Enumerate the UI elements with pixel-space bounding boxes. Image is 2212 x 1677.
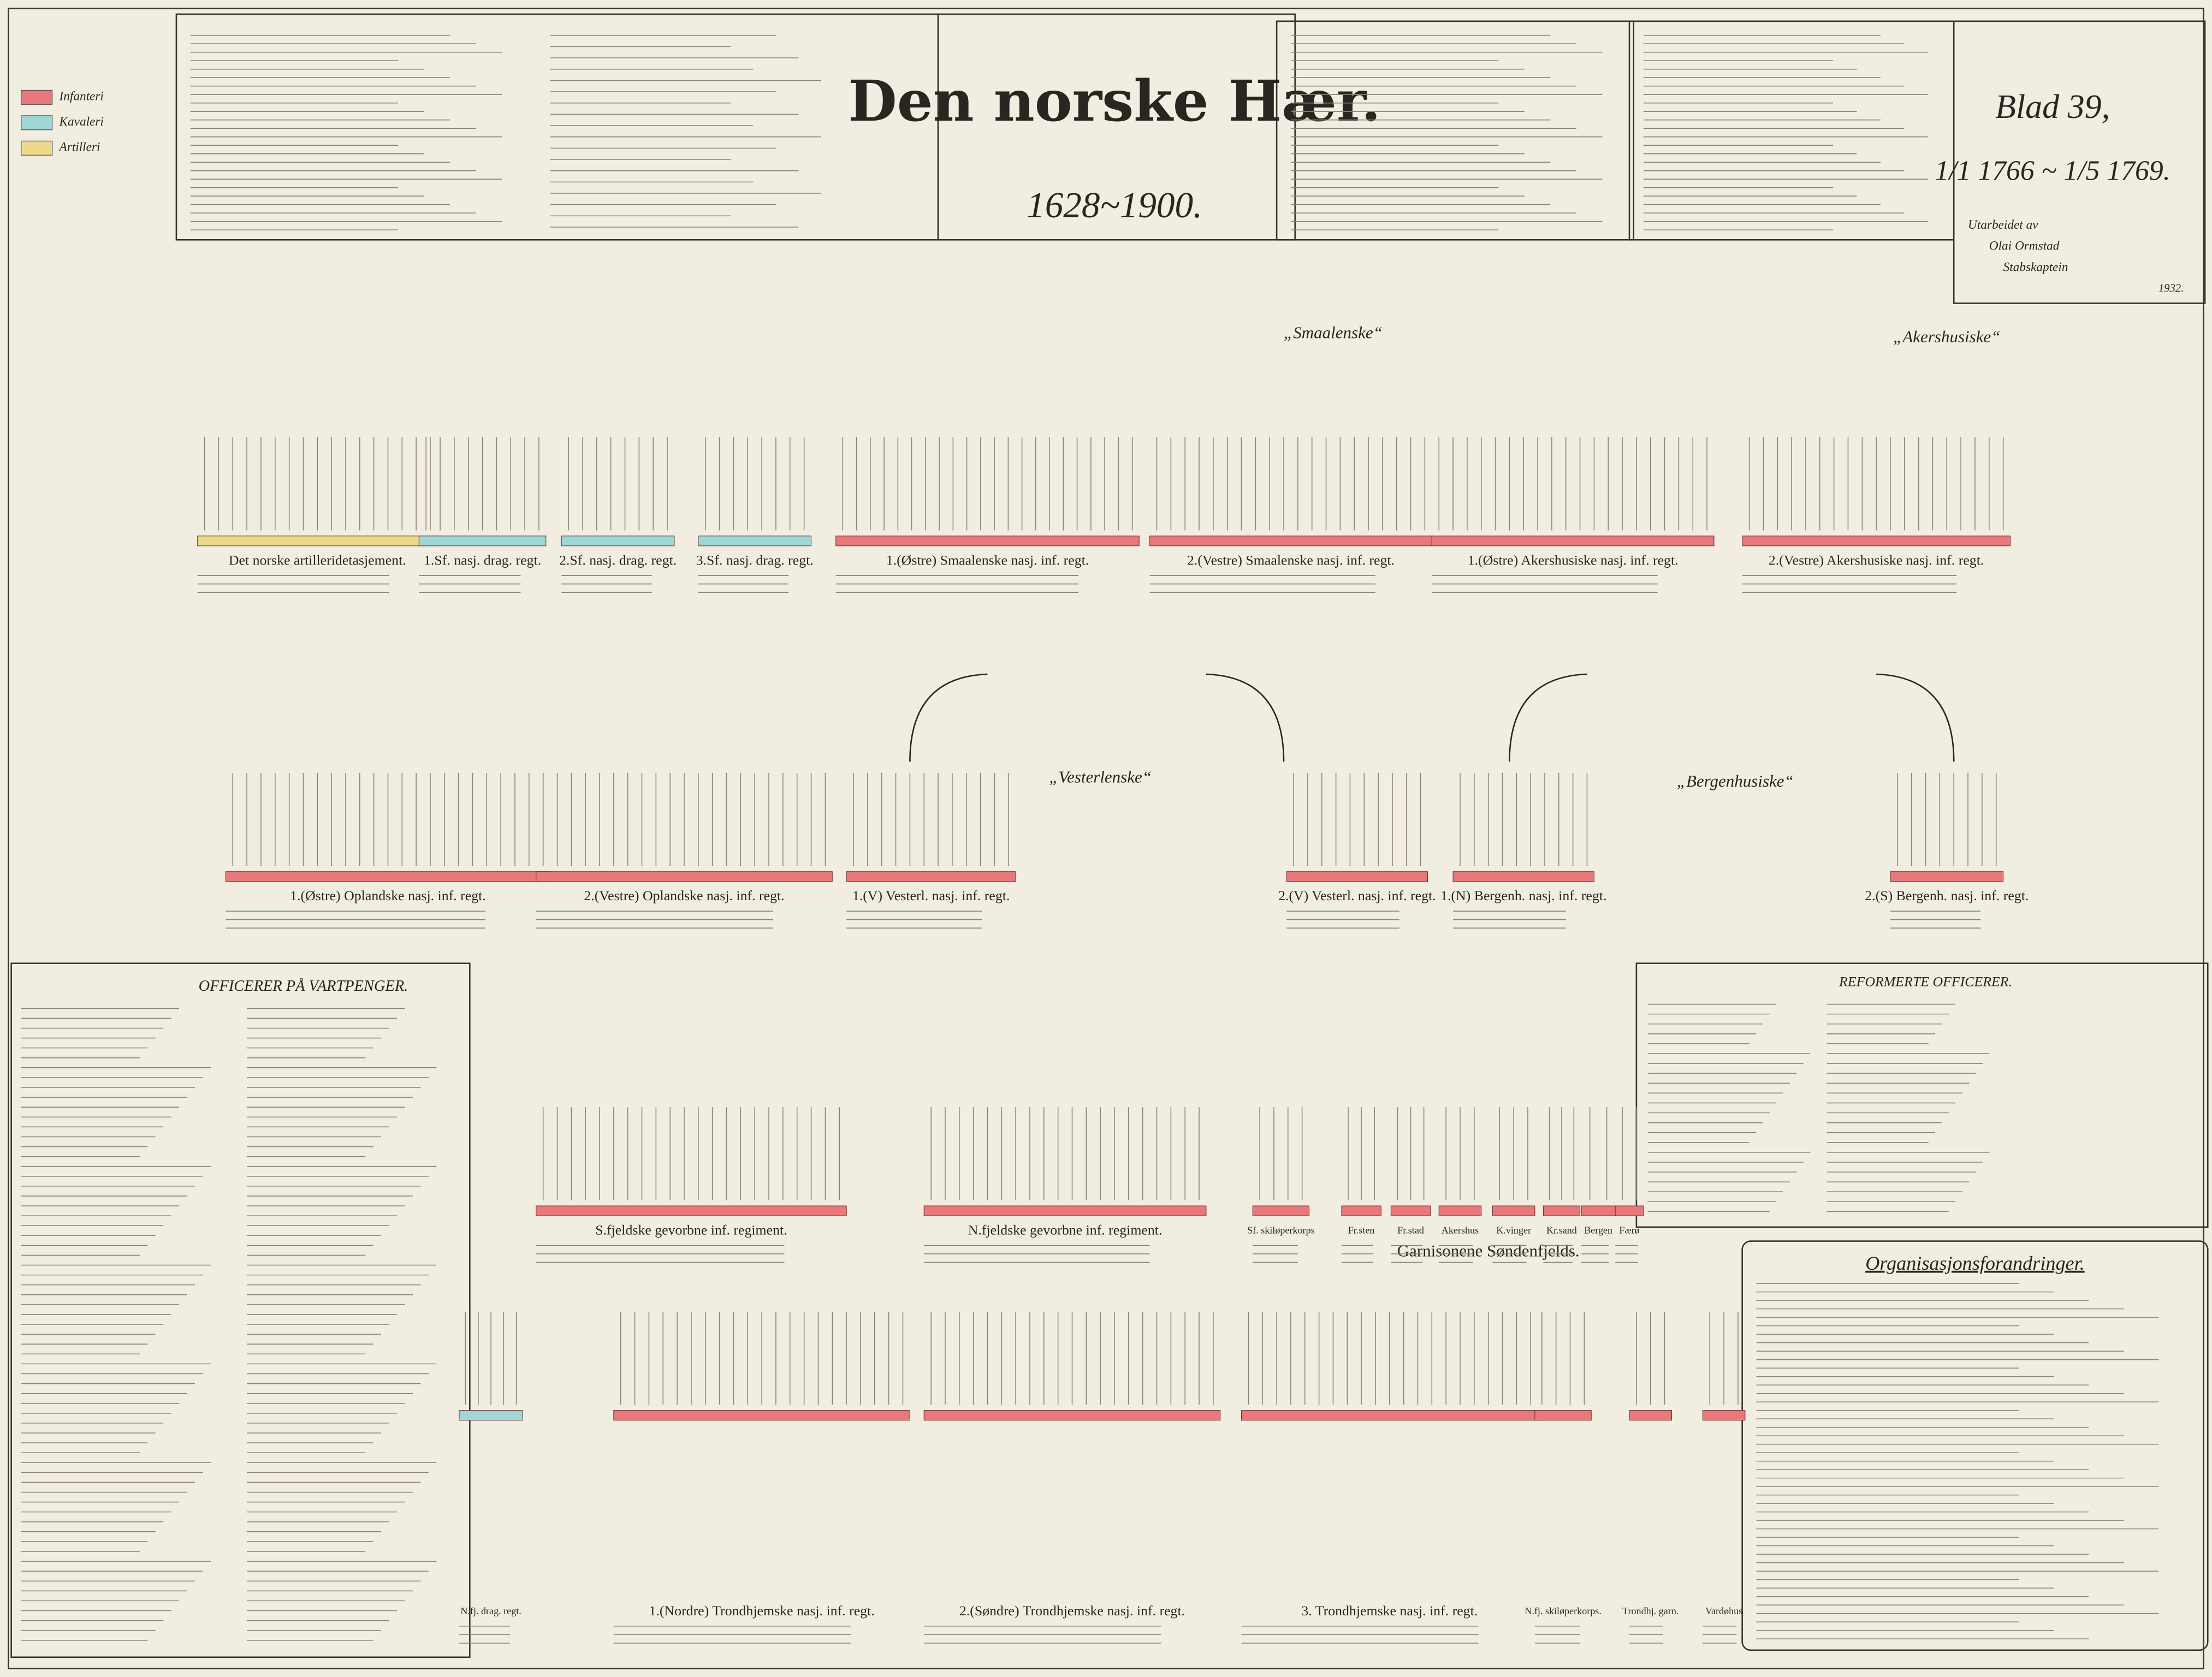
header-box <box>1628 20 1955 241</box>
unit-label: Sf. skiløperkorps <box>1247 1225 1315 1236</box>
unit-label: 2.(Søndre) Trondhjemske nasj. inf. regt. <box>959 1603 1185 1619</box>
unit-label: Kr.sand <box>1546 1225 1577 1236</box>
company-bar <box>1431 536 1715 546</box>
company-bar <box>1452 871 1594 882</box>
legend-label: Artilleri <box>58 140 100 154</box>
regiment-name: „Bergenhusiske“ <box>1677 771 1794 790</box>
company-bar <box>1241 1410 1538 1421</box>
unit-label: 3.Sf. nasj. drag. regt. <box>696 552 814 568</box>
unit-label: 2.(S) Bergenh. nasj. inf. regt. <box>1865 888 2029 903</box>
unit-label: Fr.stad <box>1397 1225 1424 1236</box>
company-bar <box>1252 1205 1310 1216</box>
company-bar <box>418 536 547 546</box>
legend-label: Infanteri <box>59 90 104 104</box>
garrisons-title: Garnisonene Søndenfjelds. <box>1397 1241 1580 1260</box>
company-bar <box>923 1205 1207 1216</box>
reformerte-box <box>1635 962 2209 1228</box>
author-line: 1932. <box>2158 282 2184 294</box>
years: 1628~1900. <box>1027 185 1202 225</box>
company-bar <box>1702 1410 1746 1421</box>
unit-label: 1.(Østre) Oplandske nasj. inf. regt. <box>290 888 486 903</box>
company-bar <box>536 871 833 882</box>
company-bar <box>536 1205 847 1216</box>
company-bar <box>197 536 438 546</box>
header-box <box>175 13 939 241</box>
unit-label: N.fjeldske gevorbne inf. regiment. <box>968 1222 1163 1238</box>
company-bar <box>561 536 675 546</box>
unit-label: Vardøhus <box>1705 1605 1742 1616</box>
company-bar <box>1742 536 2011 546</box>
company-bar <box>1149 536 1432 546</box>
legend-swatch <box>21 140 53 156</box>
unit-label: Trondhj. garn. <box>1622 1605 1679 1616</box>
organisasjon-box <box>1741 1240 2209 1651</box>
panel-title: REFORMERTE OFFICERER. <box>1839 974 2012 990</box>
header-box <box>1276 20 1635 241</box>
sheet-number: Blad 39, <box>1995 88 2110 126</box>
company-bar <box>459 1410 523 1421</box>
company-bar <box>698 536 812 546</box>
company-bar <box>1341 1205 1381 1216</box>
unit-label: 1.Sf. nasj. drag. regt. <box>424 552 541 568</box>
legend-label: Kavaleri <box>59 115 104 129</box>
company-bar <box>1543 1205 1581 1216</box>
company-bar <box>835 536 1140 546</box>
company-bar <box>1286 871 1428 882</box>
unit-label: K.vinger <box>1496 1225 1531 1236</box>
unit-label: 2.(Vestre) Smaalenske nasj. inf. regt. <box>1187 552 1395 568</box>
unit-label: 1.(Østre) Akershusiske nasj. inf. regt. <box>1468 552 1679 568</box>
unit-label: N.fj. drag. regt. <box>460 1605 521 1616</box>
company-bar <box>1390 1205 1431 1216</box>
vartpenger-box <box>10 962 471 1658</box>
unit-label: 2.(Vestre) Akershusiske nasj. inf. regt. <box>1769 552 1984 568</box>
regiment-name: „Vesterlenske“ <box>1049 767 1152 786</box>
unit-label: 2.(Vestre) Oplandske nasj. inf. regt. <box>584 888 784 903</box>
panel-title: OFFICERER PÅ VARTPENGER. <box>199 978 408 995</box>
company-bar <box>1492 1205 1535 1216</box>
unit-label: N.fj. skiløperkorps. <box>1525 1605 1602 1616</box>
company-bar <box>613 1410 910 1421</box>
unit-label: Fr.sten <box>1348 1225 1375 1236</box>
author-line: Utarbeidet av <box>1968 218 2038 232</box>
unit-label: 2.(V) Vesterl. nasj. inf. regt. <box>1278 888 1436 903</box>
title-box <box>937 13 1296 241</box>
period: 1/1 1766 ~ 1/5 1769. <box>1935 156 2170 187</box>
author-line: Stabskaptein <box>2003 260 2068 274</box>
unit-label: 3. Trondhjemske nasj. inf. regt. <box>1301 1603 1478 1619</box>
company-bar <box>846 871 1016 882</box>
regiment-name: „Smaalenske“ <box>1284 323 1383 342</box>
unit-label: Færø <box>1619 1225 1639 1236</box>
company-bar <box>1581 1205 1616 1216</box>
company-bar <box>1890 871 2004 882</box>
company-bar <box>225 871 551 882</box>
unit-label: 1.(Østre) Smaalenske nasj. inf. regt. <box>886 552 1089 568</box>
unit-label: Det norske artilleridetasjement. <box>229 552 406 568</box>
unit-label: Akershus <box>1442 1225 1479 1236</box>
legend-swatch <box>21 90 53 105</box>
author-line: Olai Ormstad <box>1989 239 2060 253</box>
company-bar <box>1534 1410 1592 1421</box>
connector-arc <box>909 673 1955 762</box>
company-bar <box>923 1410 1221 1421</box>
panel-title: Organisasjonsforandringer. <box>1865 1252 2084 1274</box>
company-bar <box>1615 1205 1644 1216</box>
unit-label: 1.(N) Bergenh. nasj. inf. regt. <box>1440 888 1606 903</box>
unit-label: S.fjeldske gevorbne inf. regiment. <box>595 1222 787 1238</box>
sheet-border <box>8 8 2204 1669</box>
regiment-name: „Akershusiske“ <box>1893 327 2000 346</box>
unit-label: 2.Sf. nasj. drag. regt. <box>559 552 677 568</box>
title: Den norske Hær. <box>848 68 1381 134</box>
unit-label: Bergen <box>1584 1225 1612 1236</box>
company-bar <box>1629 1410 1673 1421</box>
unit-label: 1.(Nordre) Trondhjemske nasj. inf. regt. <box>649 1603 875 1619</box>
unit-label: 1.(V) Vesterl. nasj. inf. regt. <box>852 888 1010 903</box>
company-bar <box>1438 1205 1482 1216</box>
sheet-box <box>1953 20 2206 304</box>
legend-swatch <box>21 115 53 130</box>
